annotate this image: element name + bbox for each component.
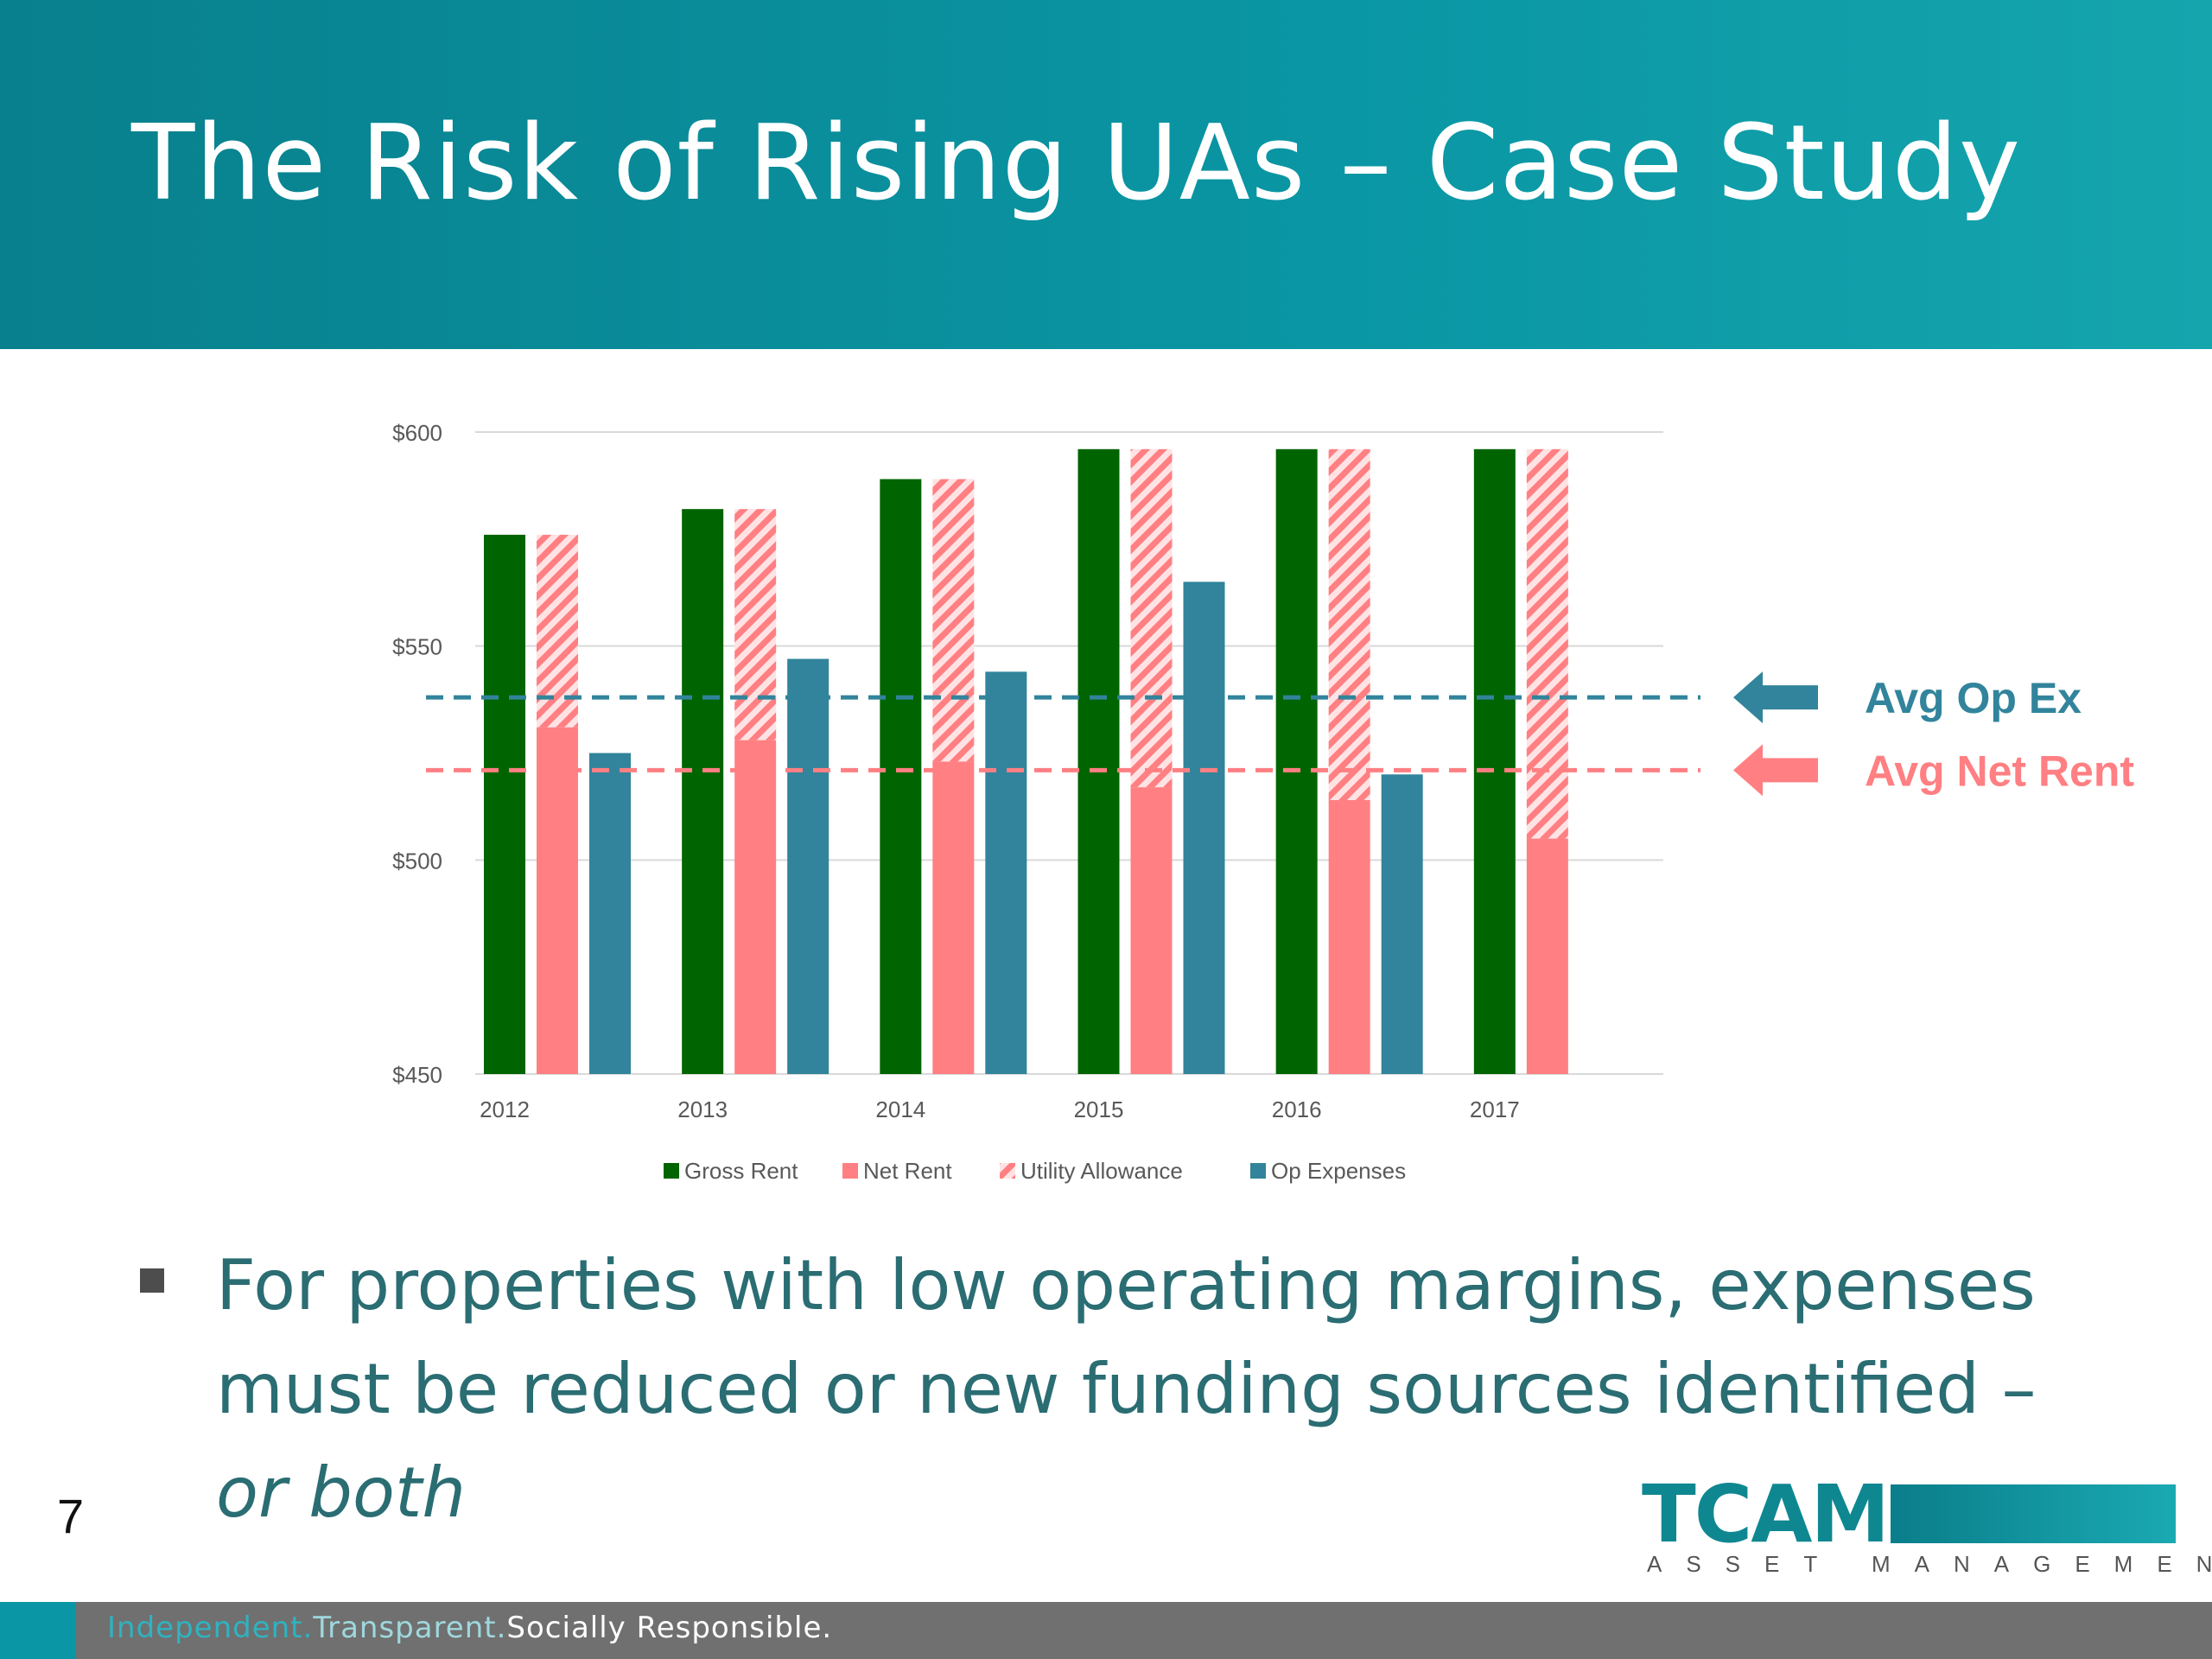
legend-label: Gross Rent <box>684 1158 798 1184</box>
net-rent-bar <box>932 761 975 1074</box>
gross-rent-bar <box>880 479 922 1074</box>
footer-bar: Independent.Transparent.Socially Respons… <box>0 1602 2212 1659</box>
op-expenses-bar <box>787 658 830 1074</box>
bullet-text: For properties with low operating margin… <box>216 1234 2100 1545</box>
utility-allowance-bar <box>932 479 975 762</box>
y-tick-label: $550 <box>392 634 442 660</box>
op-expenses-bar <box>985 671 1027 1074</box>
y-tick-label: $500 <box>392 848 442 874</box>
net-rent-bar <box>734 740 777 1074</box>
utility-allowance-bar <box>1130 448 1173 788</box>
x-tick-label: 2017 <box>1470 1096 1520 1122</box>
logo-color-bar <box>1891 1484 2176 1543</box>
bullet-marker <box>140 1268 164 1293</box>
bullet-emphasis-text: or both <box>216 1452 467 1533</box>
op-expenses-bar <box>1381 774 1423 1074</box>
tagline-independent: Independent. <box>107 1611 314 1645</box>
legend-label: Op Expenses <box>1271 1158 1406 1184</box>
utility-allowance-bar <box>1526 448 1568 839</box>
x-axis-tick-labels: 2012 2013 2014 2015 2016 2017 <box>480 1096 1520 1122</box>
utility-allowance-bar <box>734 509 777 741</box>
x-tick-label: 2015 <box>1074 1096 1124 1122</box>
gross-rent-bar <box>484 534 525 1074</box>
chart-gridlines <box>475 431 1663 1075</box>
arrow-left-icon <box>1733 671 1818 724</box>
x-tick-label: 2016 <box>1272 1096 1322 1122</box>
footer-accent <box>0 1602 76 1659</box>
logo-letters: TCAM <box>1642 1468 1890 1560</box>
net-rent-bar <box>1526 838 1568 1074</box>
legend-label: Net Rent <box>863 1158 952 1184</box>
gross-rent-bar <box>1275 448 1318 1074</box>
page-number: 7 <box>57 1489 85 1543</box>
gross-rent-bar <box>1473 448 1516 1074</box>
legend-swatch-op-expenses <box>1250 1163 1266 1179</box>
x-tick-label: 2012 <box>480 1096 530 1122</box>
utility-allowance-bar <box>1328 448 1370 800</box>
reference-label: Avg Op Ex <box>1865 674 2082 722</box>
slide-title: The Risk of Rising UAs – Case Study <box>131 104 2021 224</box>
tcam-logo: TCAM ASSET MANAGEMENT <box>1642 1468 2212 1586</box>
chart-bars <box>484 448 1568 1074</box>
legend-swatch-gross-rent <box>664 1163 679 1179</box>
net-rent-bar <box>1130 787 1173 1074</box>
gross-rent-bar <box>1077 448 1120 1074</box>
tagline-transparent: Transparent. <box>313 1611 507 1645</box>
x-tick-label: 2014 <box>875 1096 925 1122</box>
legend-swatch-net-rent <box>842 1163 858 1179</box>
title-banner: The Risk of Rising UAs – Case Study <box>0 0 2212 349</box>
gross-rent-bar <box>682 509 724 1074</box>
rent-expense-chart: $450$500$550$600 2012 2013 2014 2015 2016 201… <box>392 420 2134 1184</box>
footer-tagline: Independent.Transparent.Socially Respons… <box>107 1611 832 1645</box>
y-axis-tick-labels: $450 $500 $550 $600 <box>392 420 442 1088</box>
y-tick-label: $450 <box>392 1062 442 1088</box>
x-tick-label: 2013 <box>677 1096 728 1122</box>
logo-subtitle: ASSET MANAGEMENT <box>1647 1551 2212 1577</box>
net-rent-bar <box>537 727 578 1074</box>
arrow-left-icon <box>1733 744 1818 797</box>
chart-legend: Gross Rent Net Rent Utility Allowance Op Ex… <box>664 1158 1406 1184</box>
tagline-socially-responsible: Socially Responsible. <box>506 1611 833 1645</box>
op-expenses-bar <box>589 753 631 1074</box>
reference-label: Avg Net Rent <box>1865 747 2134 795</box>
bullet-main-text: For properties with low operating margin… <box>216 1245 2037 1429</box>
reference-lines: Avg Op Ex Avg Net Rent <box>426 671 2134 797</box>
legend-label: Utility Allowance <box>1020 1158 1183 1184</box>
legend-swatch-utility-allowance <box>1000 1163 1015 1179</box>
y-tick-label: $600 <box>392 420 442 446</box>
net-rent-bar <box>1328 799 1370 1074</box>
op-expenses-bar <box>1183 582 1225 1074</box>
